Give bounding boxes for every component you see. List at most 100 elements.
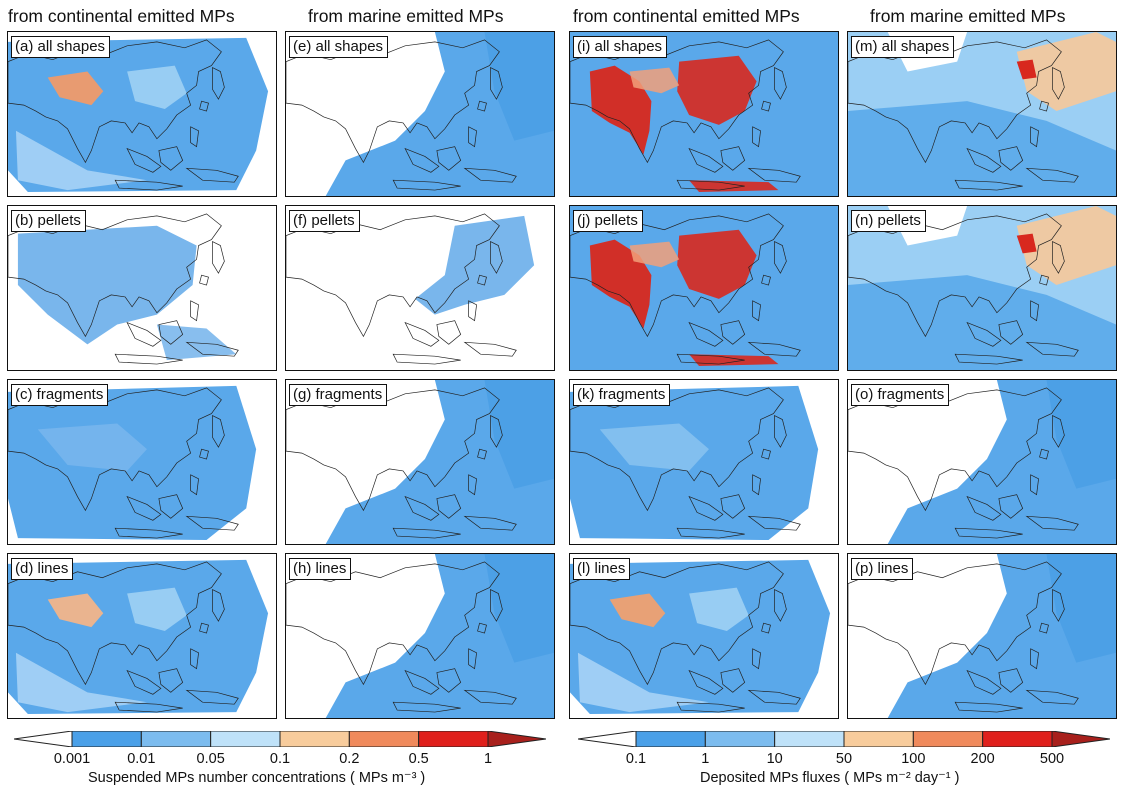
coastline xyxy=(404,321,440,347)
map-canvas xyxy=(848,206,1116,370)
coastline xyxy=(570,387,784,512)
map-canvas xyxy=(8,37,269,193)
coastline xyxy=(212,67,225,100)
coastline xyxy=(436,668,462,693)
coastline xyxy=(966,669,1002,695)
colorbar-tick-label: 0.001 xyxy=(53,751,91,767)
map-panel-c: (c) fragments xyxy=(7,379,277,545)
colorbar-segment xyxy=(635,731,706,747)
value-field xyxy=(127,65,187,110)
coastline xyxy=(966,147,1002,173)
value-field xyxy=(17,225,197,345)
coastline xyxy=(954,353,1023,365)
coastline xyxy=(286,213,500,338)
coastline xyxy=(392,353,461,365)
map-panel-g: (g) fragments xyxy=(285,379,555,545)
coastline xyxy=(676,701,745,713)
coastline xyxy=(158,146,184,171)
value-field xyxy=(689,587,749,632)
coastline xyxy=(998,668,1024,693)
coastline xyxy=(954,527,1023,539)
coastline xyxy=(114,701,183,713)
map-panel-l: (l) lines xyxy=(569,553,839,719)
coastline xyxy=(774,241,787,274)
colorbar-segment xyxy=(487,731,546,747)
coastline xyxy=(1025,515,1079,531)
colorbar-tick-label: 0.5 xyxy=(408,751,429,767)
column-header-1: from continental emitted MPs xyxy=(8,6,235,26)
coastline xyxy=(752,300,761,322)
value-field xyxy=(1016,233,1037,254)
map-canvas xyxy=(848,32,1116,196)
coastline xyxy=(477,100,487,112)
coastline xyxy=(761,448,771,460)
value-field xyxy=(689,180,779,193)
coastline xyxy=(463,341,517,357)
value-field xyxy=(484,32,554,141)
colorbar-flux-title: Deposited MPs fluxes ( MPs m⁻² day⁻¹ ) xyxy=(700,770,960,786)
coastline xyxy=(286,39,500,164)
colorbar-segment xyxy=(348,731,420,747)
panel-label: (j) pellets xyxy=(573,210,643,232)
coastline xyxy=(463,167,517,183)
coastline xyxy=(8,213,222,338)
coastline xyxy=(463,689,517,705)
coastline xyxy=(404,669,440,695)
colorbar-tick-label: 0.05 xyxy=(196,751,225,767)
map-canvas xyxy=(570,385,819,541)
colorbar-concentration-title: Suspended MPs number concentrations ( MP… xyxy=(88,770,426,786)
coastline xyxy=(848,387,1062,512)
coastline xyxy=(848,213,1062,338)
coastline xyxy=(1039,448,1049,460)
coastline xyxy=(212,589,225,622)
colorbar-segment xyxy=(982,731,1053,747)
coastline xyxy=(114,353,183,365)
coastline xyxy=(747,515,801,531)
map-panel-h: (h) lines xyxy=(285,553,555,719)
colorbar-svg xyxy=(14,731,546,747)
value-field xyxy=(848,275,1116,370)
map-canvas xyxy=(8,559,269,715)
colorbar-segment xyxy=(704,731,776,747)
coastline xyxy=(114,179,183,191)
coastline xyxy=(477,448,487,460)
panel-label: (d) lines xyxy=(11,558,74,580)
coastline xyxy=(676,353,745,365)
coastline xyxy=(404,147,440,173)
coastline xyxy=(1030,300,1039,322)
map-canvas xyxy=(570,559,831,715)
value-field xyxy=(15,652,147,713)
panel-label: (b) pellets xyxy=(11,210,86,232)
panel-label: (i) all shapes xyxy=(573,36,668,58)
value-field xyxy=(47,593,104,628)
map-panel-b: (b) pellets xyxy=(7,205,277,371)
panel-label: (m) all shapes xyxy=(851,36,955,58)
coastline xyxy=(752,648,761,670)
coastline xyxy=(747,341,801,357)
coastline xyxy=(1052,67,1065,100)
panel-label: (g) fragments xyxy=(289,384,388,406)
coastline xyxy=(185,341,239,357)
map-canvas xyxy=(848,380,1116,544)
map-canvas xyxy=(848,554,1116,718)
coastline xyxy=(463,515,517,531)
colorbar-tick-label: 1 xyxy=(483,751,493,767)
coastline xyxy=(190,126,199,148)
colorbar-segment xyxy=(210,731,281,747)
colorbar-segment xyxy=(1051,731,1110,747)
map-panel-p: (p) lines xyxy=(847,553,1117,719)
coastline xyxy=(720,320,746,345)
coastline xyxy=(468,474,477,496)
coastline xyxy=(688,669,724,695)
colorbar-tick-label: 50 xyxy=(835,751,853,767)
coastline xyxy=(199,448,209,460)
colorbar-segment xyxy=(774,731,845,747)
colorbar-tick-label: 0.2 xyxy=(339,751,360,767)
value-field xyxy=(1046,380,1116,489)
map-panel-d: (d) lines xyxy=(7,553,277,719)
value-field xyxy=(15,130,147,191)
map-panel-n: (n) pellets xyxy=(847,205,1117,371)
map-canvas xyxy=(286,32,554,196)
coastline xyxy=(688,147,724,173)
coastline xyxy=(212,415,225,448)
